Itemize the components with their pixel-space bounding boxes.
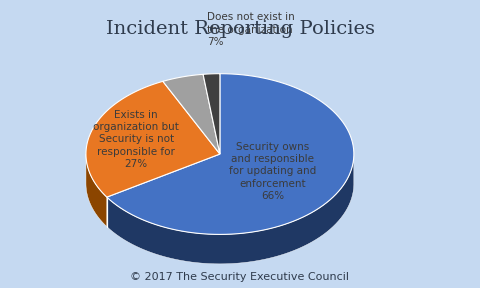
Polygon shape <box>86 81 220 197</box>
Polygon shape <box>163 74 220 154</box>
Polygon shape <box>86 154 107 227</box>
Polygon shape <box>107 156 354 264</box>
Text: Does not exist in
the organization
7%: Does not exist in the organization 7% <box>207 12 295 47</box>
Polygon shape <box>203 74 220 154</box>
Text: Security owns
and responsible
for updating and
enforcement
66%: Security owns and responsible for updati… <box>229 142 316 201</box>
Text: Exists in
organization but
Security is not
responsible for
27%: Exists in organization but Security is n… <box>93 110 179 169</box>
Polygon shape <box>107 74 354 234</box>
Text: © 2017 The Security Executive Council: © 2017 The Security Executive Council <box>131 272 349 282</box>
Text: Incident Reporting Policies: Incident Reporting Policies <box>106 20 374 38</box>
